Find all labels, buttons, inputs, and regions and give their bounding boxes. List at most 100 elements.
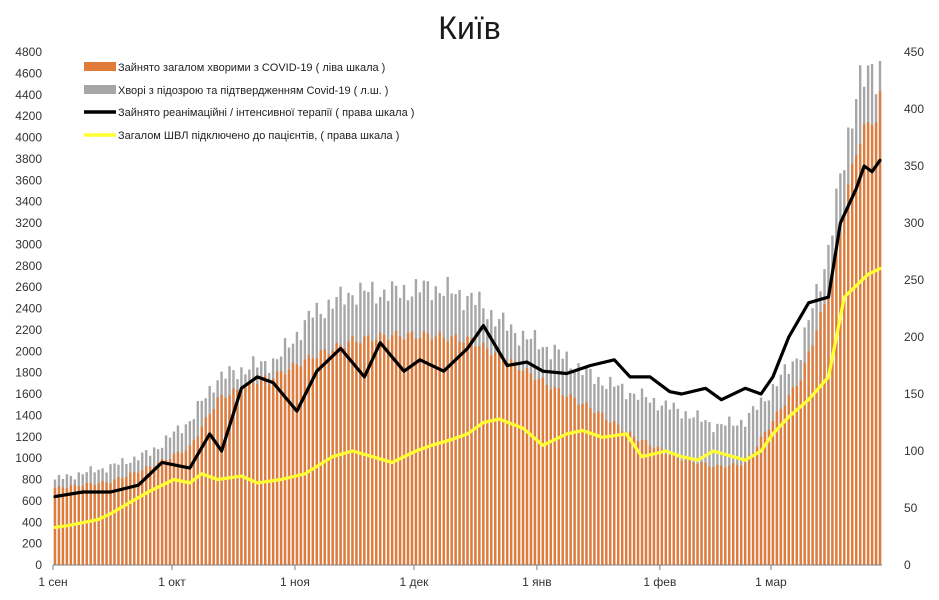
bar-occupied-covid: [152, 466, 156, 565]
bar-occupied-covid: [791, 387, 794, 565]
left-axis-tick-label: 3200: [15, 216, 42, 230]
bar-occupied-covid: [228, 395, 231, 565]
bar-occupied-covid: [747, 455, 751, 565]
bar-occupied-covid: [180, 453, 184, 565]
bar-occupied-covid: [430, 339, 433, 565]
left-axis-tick-label: 2000: [15, 344, 42, 358]
left-axis-tick-label: 4200: [15, 109, 42, 123]
bar-occupied-covid: [311, 358, 314, 565]
bar-occupied-covid: [148, 466, 152, 565]
left-axis-tick-label: 3000: [15, 237, 42, 251]
bar-occupied-covid: [137, 472, 140, 565]
bar-occupied-covid: [141, 470, 144, 565]
bar-occupied-covid: [656, 446, 660, 565]
bar-occupied-covid: [466, 336, 469, 565]
bar-occupied-covid: [498, 351, 501, 565]
bar-occupied-covid: [581, 403, 584, 565]
bar-occupied-covid: [839, 233, 842, 565]
left-axis-tick-label: 2400: [15, 302, 42, 316]
bar-occupied-covid: [450, 336, 453, 565]
bar-occupied-covid: [831, 270, 834, 565]
bar-occupied-covid: [644, 440, 648, 565]
bar-occupied-covid: [529, 373, 533, 565]
bar-occupied-covid: [771, 421, 775, 565]
x-axis-tick-label: 1 ноя: [280, 575, 310, 589]
bar-occupied-covid: [307, 354, 311, 565]
bar-occupied-covid: [184, 450, 188, 565]
bar-occupied-covid: [386, 340, 390, 565]
left-axis-tick-label: 1600: [15, 387, 42, 401]
bar-occupied-covid: [783, 405, 787, 565]
bar-occupied-covid: [589, 408, 592, 565]
bar-occupied-covid: [807, 351, 810, 565]
left-axis-tick-label: 2200: [15, 323, 42, 337]
bar-occupied-covid: [847, 184, 850, 565]
bar-occupied-covid: [819, 312, 822, 565]
left-axis-tick-label: 1800: [15, 366, 42, 380]
bar-occupied-covid: [192, 440, 196, 565]
bar-occupied-covid: [517, 370, 521, 565]
bar-occupied-covid: [513, 361, 517, 565]
bar-occupied-covid: [279, 370, 283, 565]
bar-occupied-covid: [811, 345, 814, 565]
bar-occupied-covid: [751, 452, 755, 565]
bar-occupied-covid: [275, 371, 279, 565]
bar-occupied-covid: [767, 429, 771, 565]
bar-occupied-covid: [204, 417, 207, 565]
bar-occupied-covid: [394, 330, 398, 565]
bar-occupied-covid: [732, 462, 735, 565]
bar-occupied-covid: [474, 346, 477, 565]
legend-swatch-bar: [84, 62, 116, 71]
bar-occupied-covid: [129, 472, 132, 565]
bar-occupied-covid: [121, 478, 124, 565]
bar-occupied-covid: [101, 480, 104, 565]
bar-occupied-covid: [145, 466, 148, 565]
bar-occupied-covid: [252, 382, 255, 565]
bar-occupied-covid: [418, 338, 422, 565]
bar-occupied-covid: [438, 331, 441, 565]
bar-occupied-covid: [870, 125, 874, 566]
bar-occupied-covid: [692, 462, 695, 565]
bar-occupied-covid: [624, 432, 628, 565]
x-axis-tick-label: 1 янв: [522, 575, 552, 589]
bar-occupied-covid: [621, 431, 624, 565]
right-axis-tick-label: 450: [904, 45, 924, 59]
bar-occupied-covid: [478, 346, 481, 565]
bar-occupied-covid: [200, 426, 203, 565]
bar-occupied-covid: [303, 359, 307, 565]
bar-occupied-covid: [533, 380, 537, 565]
bar-occupied-covid: [553, 386, 556, 565]
bar-occupied-covid: [660, 448, 664, 565]
bar-occupied-covid: [779, 408, 783, 565]
bar-occupied-covid: [335, 342, 338, 565]
bar-occupied-covid: [426, 333, 430, 565]
bar-occupied-covid: [260, 378, 263, 565]
bar-occupied-covid: [299, 366, 303, 565]
bar-occupied-covid: [505, 363, 509, 565]
bar-occupied-covid: [724, 467, 727, 565]
bar-occupied-covid: [390, 335, 394, 565]
bar-occupied-covid: [632, 436, 636, 565]
bar-occupied-covid: [787, 395, 790, 565]
bar-occupied-covid: [549, 389, 552, 565]
bar-occupied-covid: [383, 335, 386, 565]
legend-label: Хворі з підозрою та підтвердженням Covid…: [118, 85, 388, 97]
bar-occupied-covid: [509, 359, 513, 565]
bar-occupied-covid: [410, 331, 414, 565]
bar-occupied-covid: [803, 362, 806, 565]
bar-occupied-covid: [470, 338, 473, 565]
left-axis-tick-label: 2800: [15, 259, 42, 273]
left-axis-tick-label: 4800: [15, 45, 42, 59]
bar-occupied-covid: [458, 341, 461, 565]
bar-occupied-covid: [117, 477, 120, 565]
bar-occupied-covid: [291, 362, 295, 565]
bar-occupied-covid: [216, 397, 219, 565]
x-axis-tick-label: 1 мар: [755, 575, 787, 589]
bar-occupied-covid: [343, 348, 346, 565]
left-axis-tick-label: 4400: [15, 88, 42, 102]
legend-swatch-bar: [84, 85, 116, 94]
left-axis-tick-label: 2600: [15, 280, 42, 294]
bar-occupied-covid: [823, 304, 826, 565]
x-axis-tick-label: 1 сен: [38, 575, 67, 589]
